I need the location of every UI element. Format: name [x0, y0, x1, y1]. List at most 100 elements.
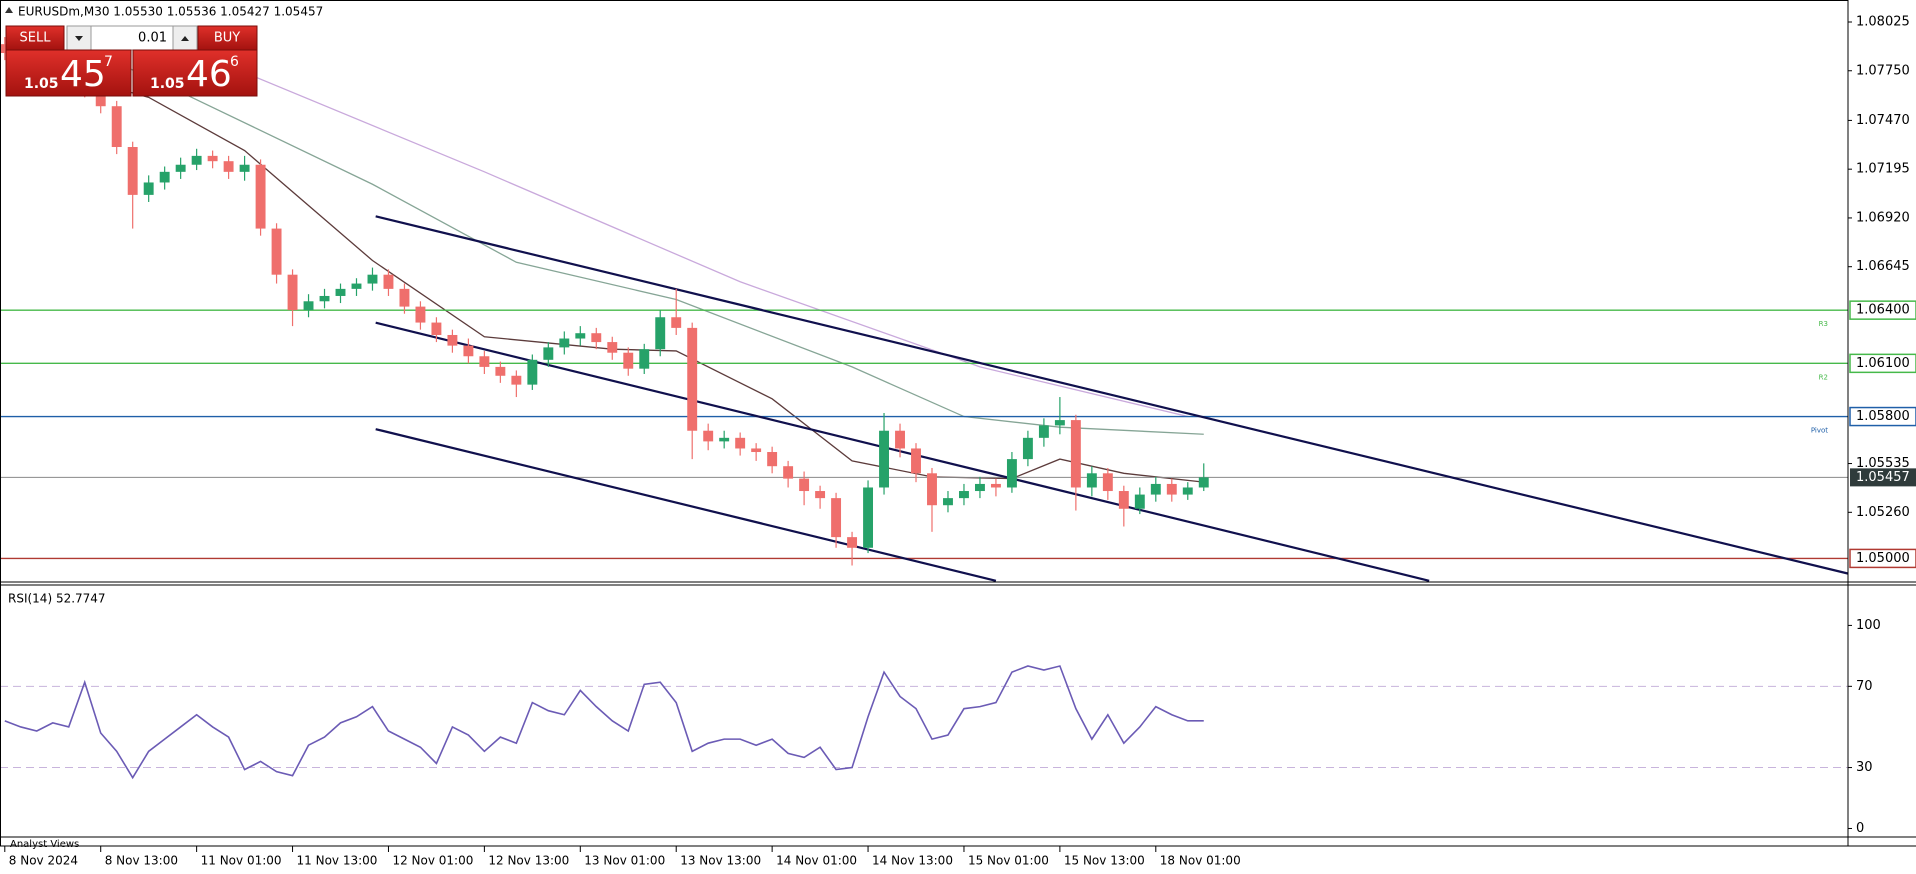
level-label: 1.05000: [1856, 551, 1910, 566]
candle-body: [1022, 437, 1033, 460]
candle-body: [767, 452, 778, 467]
x-tick-label: 13 Nov 01:00: [584, 854, 665, 868]
buy-price-box[interactable]: [132, 49, 258, 97]
x-tick-label: 8 Nov 2024: [9, 854, 78, 868]
candle-body: [783, 466, 794, 479]
arrow-up[interactable]: [181, 36, 189, 41]
trend-line: [375, 215, 1848, 575]
footer-tab[interactable]: Analyst Views: [10, 839, 79, 850]
moving-average: [52, 70, 1204, 483]
sell-label[interactable]: SELL: [20, 31, 52, 46]
y-tick-label: 70: [1856, 679, 1873, 694]
price-plot: [0, 36, 1848, 582]
level-label: 1.05800: [1856, 409, 1910, 424]
candle-body: [543, 347, 554, 360]
candle-body: [927, 473, 937, 506]
candle-body: [431, 322, 442, 335]
candle-body: [1134, 494, 1145, 509]
collapse-icon[interactable]: [5, 7, 13, 13]
candle-body: [687, 327, 698, 431]
x-tick-label: 15 Nov 01:00: [968, 854, 1049, 868]
rsi-plot: [0, 665, 1848, 780]
candle-body: [399, 288, 410, 307]
candle-body: [719, 437, 730, 442]
candle-body: [495, 366, 506, 376]
trade-panel: SELL 0.01 BUY 1.05 45 7 1.05 46 6: [5, 25, 258, 97]
x-tick-label: 14 Nov 13:00: [872, 854, 953, 868]
candle-body: [751, 448, 762, 453]
trend-line: [375, 428, 997, 582]
candle-body: [671, 317, 682, 328]
sell-price-box[interactable]: [5, 49, 132, 97]
x-tick-label: 8 Nov 13:00: [105, 854, 178, 868]
candle-body: [974, 483, 985, 492]
x-tick-label: 11 Nov 01:00: [201, 854, 282, 868]
candle-body: [815, 491, 826, 499]
candle-body: [623, 352, 634, 369]
level-tag: R3: [1819, 320, 1828, 328]
candle-body: [447, 334, 458, 346]
candle-body: [1118, 491, 1129, 509]
candle-body: [879, 430, 889, 488]
x-tick-label: 11 Nov 13:00: [297, 854, 378, 868]
candle-body: [799, 478, 810, 492]
candle-body: [367, 274, 378, 284]
rsi-line: [4, 665, 1204, 780]
rsi-title: RSI(14) 52.7747: [8, 592, 106, 606]
x-tick-label: 14 Nov 01:00: [776, 854, 857, 868]
candle-body: [559, 338, 570, 348]
candle-body: [607, 342, 618, 353]
candle-body: [1198, 477, 1209, 488]
candle-body: [1070, 420, 1081, 488]
y-tick-label: 1.06920: [1856, 210, 1910, 225]
x-tick-label: 18 Nov 01:00: [1160, 854, 1241, 868]
x-tick-label: 12 Nov 13:00: [488, 854, 569, 868]
candle-body: [271, 228, 282, 275]
candle-body: [207, 155, 218, 162]
candle-body: [303, 301, 314, 311]
x-tick-label: 15 Nov 13:00: [1064, 854, 1145, 868]
candle-body: [463, 345, 474, 357]
candle-body: [319, 295, 330, 302]
y-tick-label: 1.07470: [1856, 113, 1910, 128]
sell-price-big: 45: [60, 54, 106, 95]
chart-title: EURUSDm,M30 1.05530 1.05536 1.05427 1.05…: [18, 5, 323, 19]
sell-price-prefix: 1.05: [24, 76, 59, 92]
candle-body: [415, 306, 426, 323]
candle-body: [527, 359, 538, 385]
y-tick-label: 1.06645: [1856, 259, 1910, 274]
candle-body: [287, 274, 298, 311]
buy-label[interactable]: BUY: [214, 31, 240, 46]
level-tag: R2: [1819, 373, 1828, 381]
candle-body: [383, 274, 394, 289]
candle-body: [223, 161, 234, 172]
candle-body: [591, 333, 602, 343]
y-tick-label: 1.05535: [1856, 456, 1910, 471]
volume[interactable]: 0.01: [138, 31, 167, 46]
candle-body: [335, 288, 346, 296]
level-label-box: [1849, 406, 1916, 427]
candle-body: [1038, 425, 1049, 438]
candle-body: [1006, 459, 1017, 488]
candle-body: [703, 430, 714, 442]
level-label-box: [1849, 548, 1916, 569]
y-tick-label: 1.07195: [1856, 162, 1910, 177]
candle-body: [575, 333, 586, 339]
candle-body: [831, 498, 842, 538]
y-tick-label: 1.07750: [1856, 63, 1910, 78]
level-tag: Pivot: [1811, 427, 1828, 435]
y-tick-label: 0: [1856, 821, 1864, 836]
arrow-down[interactable]: [75, 36, 83, 41]
last-price-label: 1.05457: [1856, 470, 1910, 485]
level-label: 1.06100: [1856, 356, 1910, 371]
y-tick-label: 100: [1856, 618, 1881, 633]
candle-body: [1150, 483, 1161, 495]
level-label: 1.06400: [1856, 303, 1910, 318]
buy-price-big: 46: [186, 54, 232, 95]
candle-body: [1166, 483, 1177, 495]
candle-body: [847, 537, 858, 548]
y-tick-label: 1.08025: [1856, 14, 1910, 29]
